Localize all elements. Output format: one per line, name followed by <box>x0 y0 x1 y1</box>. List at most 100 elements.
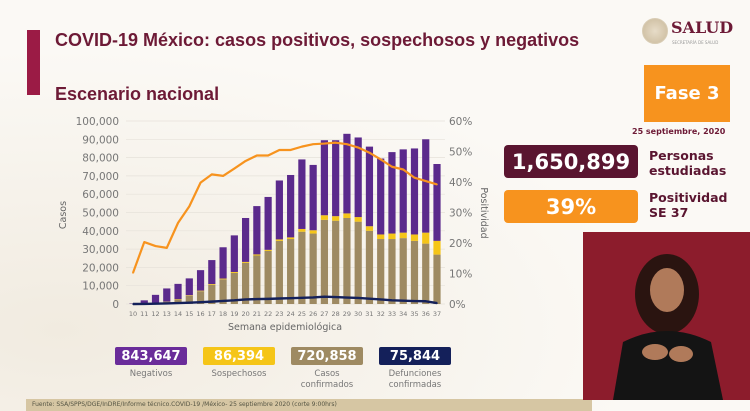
point-positividad-36 <box>424 180 427 182</box>
bar-sospechosos-20 <box>241 261 250 263</box>
y-tick-label: 40,000 <box>82 226 119 238</box>
point-positividad-13 <box>165 247 168 249</box>
kpi-label-line: estudiadas <box>649 163 727 178</box>
bar-sospechosos-21 <box>253 254 261 256</box>
point-defunciones-28 <box>334 296 337 298</box>
point-positividad-28 <box>334 141 337 144</box>
point-defunciones-33 <box>391 299 393 302</box>
bar-negativos-35 <box>410 148 419 235</box>
bar-confirmados-22 <box>264 250 272 304</box>
bar-negativos-37 <box>433 164 441 241</box>
point-positividad-11 <box>143 241 146 243</box>
x-tick-label: 10 <box>129 310 137 318</box>
bar-confirmados-20 <box>241 262 250 304</box>
bar-confirmados-16 <box>196 291 205 304</box>
bar-sospechosos-18 <box>219 278 227 280</box>
bar-negativos-30 <box>354 137 362 218</box>
bar-confirmados-21 <box>253 255 261 304</box>
point-positividad-20 <box>244 160 247 162</box>
y2-tick-label: 20% <box>449 238 472 250</box>
y-axis-label: Casos <box>58 201 69 229</box>
bar-negativos-24 <box>287 174 295 238</box>
point-defunciones-20 <box>244 298 247 301</box>
bar-negativos-26 <box>309 164 317 231</box>
kpi-label-line: SE 37 <box>649 205 689 220</box>
point-positividad-19 <box>233 167 236 170</box>
total-label: Sospechosos <box>211 369 267 379</box>
x-tick-label: 16 <box>196 310 204 318</box>
point-defunciones-24 <box>289 297 292 299</box>
point-defunciones-12 <box>154 302 157 305</box>
bar-negativos-17 <box>208 260 216 285</box>
line-positividad <box>131 141 438 274</box>
logo-text: SALUD <box>671 18 734 37</box>
bar-sospechosos-17 <box>208 284 216 285</box>
x-tick-label: 29 <box>343 310 351 318</box>
bar-confirmados-17 <box>208 284 216 304</box>
y-tick-label: 100,000 <box>76 116 119 128</box>
point-defunciones-31 <box>368 297 371 300</box>
bar-sospechosos-33 <box>388 233 396 240</box>
personas-estudiadas-value: 1,650,899 <box>504 145 638 178</box>
x-tick-label: 11 <box>140 310 148 318</box>
bar-confirmados-19 <box>230 272 238 304</box>
bar-sospechosos-25 <box>298 228 306 232</box>
x-tick-label: 14 <box>174 310 182 318</box>
bar-confirmados-30 <box>354 221 362 304</box>
bar-negativos-34 <box>399 149 407 233</box>
bar-confirmados-25 <box>298 231 306 304</box>
salud-logo: SALUD SECRETARÍA DE SALUD <box>642 16 742 50</box>
bar-negativos-36 <box>422 139 430 233</box>
bar-sospechosos-37 <box>433 240 441 255</box>
bar-negativos-14 <box>174 283 182 300</box>
point-defunciones-19 <box>233 299 236 302</box>
x-tick-label: 23 <box>275 310 283 318</box>
report-date: 25 septiembre, 2020 <box>632 127 726 136</box>
point-defunciones-34 <box>402 299 405 302</box>
x-tick-label: 27 <box>320 310 328 318</box>
interpreter-silhouette-icon <box>613 254 723 400</box>
point-defunciones-11 <box>143 303 146 305</box>
point-positividad-35 <box>413 176 416 179</box>
x-tick-label: 28 <box>332 310 340 318</box>
bar-negativos-33 <box>388 152 396 234</box>
point-defunciones-17 <box>211 300 213 303</box>
line-defunciones <box>132 295 438 306</box>
y2-tick-label: 60% <box>449 116 472 128</box>
bar-negativos-23 <box>275 180 283 240</box>
point-positividad-37 <box>436 183 438 186</box>
bar-sospechosos-23 <box>275 239 283 241</box>
x-tick-label: 24 <box>286 310 294 318</box>
source-footer: Fuente: SSA/SPPS/DGE/InDRE/Informe técni… <box>26 399 592 411</box>
bar-confirmados-14 <box>174 299 182 304</box>
point-defunciones-22 <box>267 298 269 300</box>
y-tick-label: 10,000 <box>82 281 119 293</box>
bar-negativos-31 <box>365 146 374 227</box>
bar-confirmados-37 <box>433 254 441 304</box>
y-tick-label: 80,000 <box>82 153 119 165</box>
point-defunciones-26 <box>312 296 314 299</box>
y2-tick-label: 10% <box>449 269 472 281</box>
page-title: COVID-19 México: casos positivos, sospec… <box>55 30 580 50</box>
fase-badge: Fase 3 <box>644 65 730 122</box>
bar-confirmados-33 <box>388 239 396 304</box>
total-label-line: confirmados <box>300 380 354 390</box>
x-tick-label: 18 <box>219 310 227 318</box>
point-defunciones-35 <box>413 300 416 302</box>
total-label: Defunciones confirmadas <box>379 369 451 391</box>
bar-confirmados-24 <box>287 239 295 304</box>
point-positividad-17 <box>211 173 213 176</box>
bar-negativos-12 <box>151 294 160 303</box>
point-defunciones-16 <box>199 301 202 303</box>
total-value: 720,858 <box>291 347 363 365</box>
bar-negativos-19 <box>230 235 238 272</box>
bar-negativos-25 <box>298 159 306 229</box>
total-negativos: 843,647 Negativos <box>115 347 187 391</box>
x-tick-label: 12 <box>151 310 159 318</box>
x-tick-label: 37 <box>433 310 441 318</box>
positividad-value: 39% <box>504 190 638 223</box>
point-positividad-27 <box>323 142 326 145</box>
bar-sospechosos-26 <box>309 230 317 234</box>
point-positividad-15 <box>188 205 191 208</box>
total-value: 75,844 <box>379 347 451 365</box>
